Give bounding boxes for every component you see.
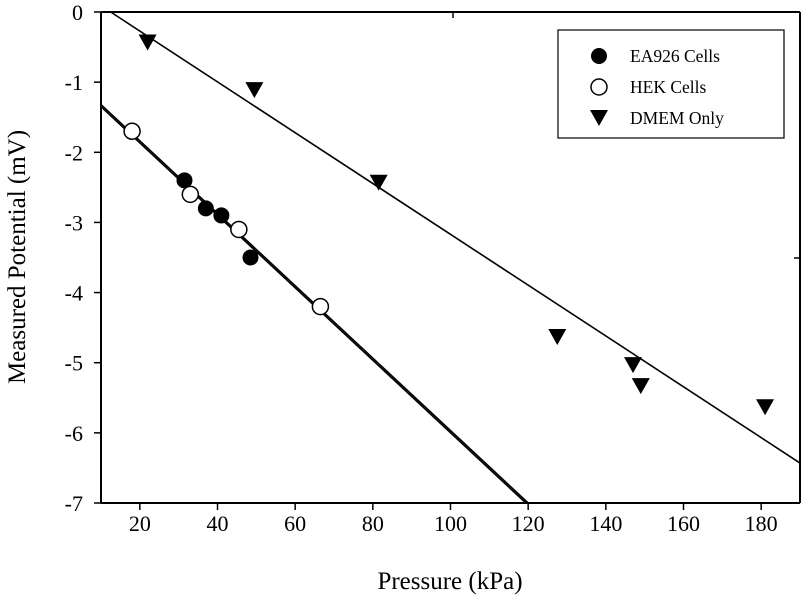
x-tick-label: 100 (434, 511, 467, 536)
x-tick-label: 60 (284, 511, 306, 536)
y-tick-label: 0 (72, 0, 83, 25)
data-point (369, 174, 388, 191)
x-tick-label: 20 (129, 511, 151, 536)
tick-labels: 20 40 60 80 100 120 140 160 180 0 -1 -2 -3 -4 -5 -6 -7 (65, 0, 778, 536)
data-point (548, 329, 567, 346)
data-point (631, 378, 650, 395)
y-tick-label: -6 (65, 421, 83, 446)
y-tick-label: -2 (65, 140, 83, 165)
data-point (311, 297, 330, 316)
data-point (624, 357, 643, 374)
y-tick-label: -4 (65, 281, 83, 306)
ticks (94, 11, 800, 510)
data-point (245, 82, 264, 99)
x-tick-label: 80 (362, 511, 384, 536)
data-point (181, 185, 200, 204)
data-points (123, 34, 775, 416)
x-axis-title: Pressure (kPa) (377, 568, 522, 595)
y-tick-label: -7 (65, 491, 83, 516)
y-axis-title: Measured Potential (mV) (4, 130, 31, 384)
data-point (213, 207, 230, 224)
legend: EA926 Cells HEK Cells DMEM Only (557, 29, 785, 139)
y-tick-label: -3 (65, 210, 83, 235)
legend-marker-ea926 (591, 48, 607, 64)
data-point (138, 34, 157, 51)
data-point (242, 249, 259, 266)
data-point (756, 399, 775, 416)
legend-marker-hek (590, 78, 608, 96)
y-tick-label: -1 (65, 70, 83, 95)
legend-label-ea926: EA926 Cells (630, 46, 720, 66)
data-point (230, 220, 248, 239)
legend-label-hek: HEK Cells (630, 77, 707, 97)
x-tick-label: 160 (667, 511, 700, 536)
x-tick-label: 140 (589, 511, 622, 536)
fit-line (110, 11, 801, 464)
data-point (176, 172, 193, 189)
x-tick-label: 120 (512, 511, 545, 536)
x-tick-label: 40 (207, 511, 229, 536)
legend-marker-dmem (590, 110, 608, 126)
y-tick-label: -5 (65, 351, 83, 376)
data-point (123, 122, 141, 140)
x-tick-label: 180 (745, 511, 778, 536)
data-point (197, 200, 214, 217)
legend-label-dmem: DMEM Only (630, 108, 724, 128)
